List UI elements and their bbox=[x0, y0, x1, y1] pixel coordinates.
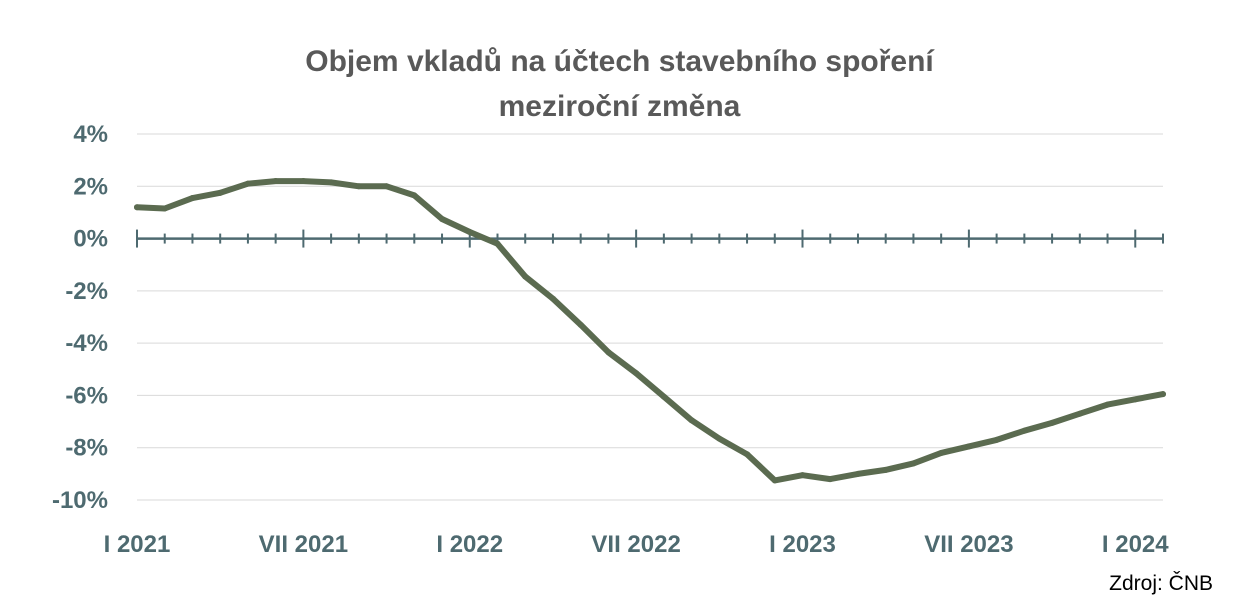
chart-subtitle: meziroční změna bbox=[498, 90, 741, 123]
data-point bbox=[771, 477, 778, 484]
data-point bbox=[633, 370, 640, 377]
y-tick-label: -8% bbox=[65, 435, 108, 462]
data-point bbox=[716, 435, 723, 442]
data-point bbox=[744, 451, 751, 458]
data-point bbox=[1132, 396, 1139, 403]
y-tick-label: 4% bbox=[73, 121, 108, 148]
data-point bbox=[965, 443, 972, 450]
x-tick-label: VII 2021 bbox=[259, 531, 348, 558]
x-tick-label: VII 2023 bbox=[924, 531, 1013, 558]
data-point bbox=[439, 215, 446, 222]
data-point bbox=[938, 449, 945, 456]
data-point bbox=[549, 295, 556, 302]
data-point bbox=[272, 178, 279, 185]
data-point bbox=[827, 476, 834, 483]
data-point bbox=[605, 349, 612, 356]
x-tick-label: VII 2022 bbox=[591, 531, 680, 558]
data-point bbox=[882, 466, 889, 473]
x-tick-label: I 2022 bbox=[436, 531, 503, 558]
data-point bbox=[993, 436, 1000, 443]
data-point bbox=[799, 472, 806, 479]
y-tick-label: -10% bbox=[52, 487, 108, 514]
data-point bbox=[1049, 419, 1056, 426]
y-tick-label: -6% bbox=[65, 382, 108, 409]
data-point bbox=[854, 470, 861, 477]
data-point bbox=[1021, 427, 1028, 434]
data-point bbox=[411, 192, 418, 199]
x-axis bbox=[136, 229, 1164, 248]
y-tick-label: 0% bbox=[73, 226, 108, 253]
x-tick-label: I 2021 bbox=[104, 531, 171, 558]
data-point bbox=[300, 178, 307, 185]
data-point bbox=[244, 180, 251, 187]
x-axis-tick-labels: I 2021 VII 2021 I 2022 VII 2022 I 2023 VII 20… bbox=[104, 531, 1170, 558]
data-point bbox=[328, 179, 335, 186]
data-point bbox=[189, 195, 196, 202]
y-axis-tick-labels: 4% 2% 0% -2% -4% -6% -8% -10% bbox=[52, 121, 108, 514]
data-point bbox=[217, 189, 224, 196]
data-point bbox=[134, 204, 140, 211]
source-note: Zdroj: ČNB bbox=[1109, 572, 1213, 595]
data-point bbox=[688, 417, 695, 424]
data-point bbox=[660, 393, 667, 400]
series-group bbox=[134, 178, 1166, 484]
data-point bbox=[1104, 401, 1111, 408]
data-point bbox=[161, 205, 168, 212]
y-tick-label: -2% bbox=[65, 278, 108, 305]
data-point bbox=[494, 240, 501, 247]
x-tick-label: I 2024 bbox=[1102, 531, 1169, 558]
gridlines bbox=[137, 133, 1163, 501]
data-point bbox=[1160, 391, 1166, 398]
chart-title: Objem vkladů na účtech stavebního spořen… bbox=[305, 45, 934, 78]
data-point bbox=[522, 273, 529, 280]
series-line bbox=[134, 178, 1166, 484]
x-tick-label: I 2023 bbox=[769, 531, 836, 558]
data-point bbox=[910, 460, 917, 467]
data-point bbox=[355, 183, 362, 190]
data-point bbox=[577, 321, 584, 328]
data-point bbox=[466, 229, 473, 236]
y-tick-label: -4% bbox=[65, 330, 108, 357]
data-point bbox=[1076, 410, 1083, 417]
data-point bbox=[383, 183, 390, 190]
y-tick-label: 2% bbox=[73, 173, 108, 200]
